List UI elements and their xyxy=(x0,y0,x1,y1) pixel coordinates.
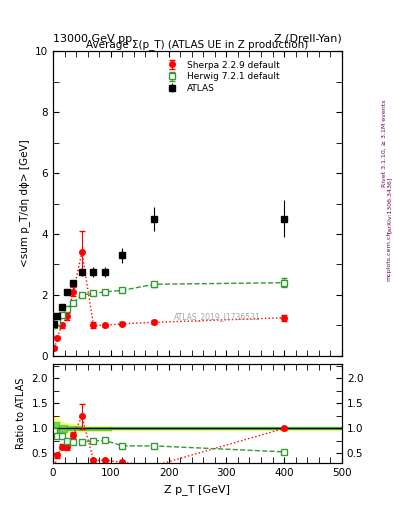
Y-axis label: Ratio to ATLAS: Ratio to ATLAS xyxy=(16,378,26,449)
Text: ATLAS_2019_I1736531: ATLAS_2019_I1736531 xyxy=(174,312,261,321)
Title: Average Σ(p_T) (ATLAS UE in Z production): Average Σ(p_T) (ATLAS UE in Z production… xyxy=(86,39,309,50)
Text: Z (Drell-Yan): Z (Drell-Yan) xyxy=(274,33,342,44)
Text: mcplots.cern.ch: mcplots.cern.ch xyxy=(387,231,391,281)
Text: 13000 GeV pp: 13000 GeV pp xyxy=(53,33,132,44)
Text: Rivet 3.1.10, ≥ 3.1M events: Rivet 3.1.10, ≥ 3.1M events xyxy=(382,100,387,187)
X-axis label: Z p_T [GeV]: Z p_T [GeV] xyxy=(165,484,230,495)
Y-axis label: <sum p_T/dη dϕ> [GeV]: <sum p_T/dη dϕ> [GeV] xyxy=(18,140,29,267)
Legend: Sherpa 2.2.9 default, Herwig 7.2.1 default, ATLAS: Sherpa 2.2.9 default, Herwig 7.2.1 defau… xyxy=(159,59,281,95)
Text: [arXiv:1306.3436]: [arXiv:1306.3436] xyxy=(387,177,391,233)
